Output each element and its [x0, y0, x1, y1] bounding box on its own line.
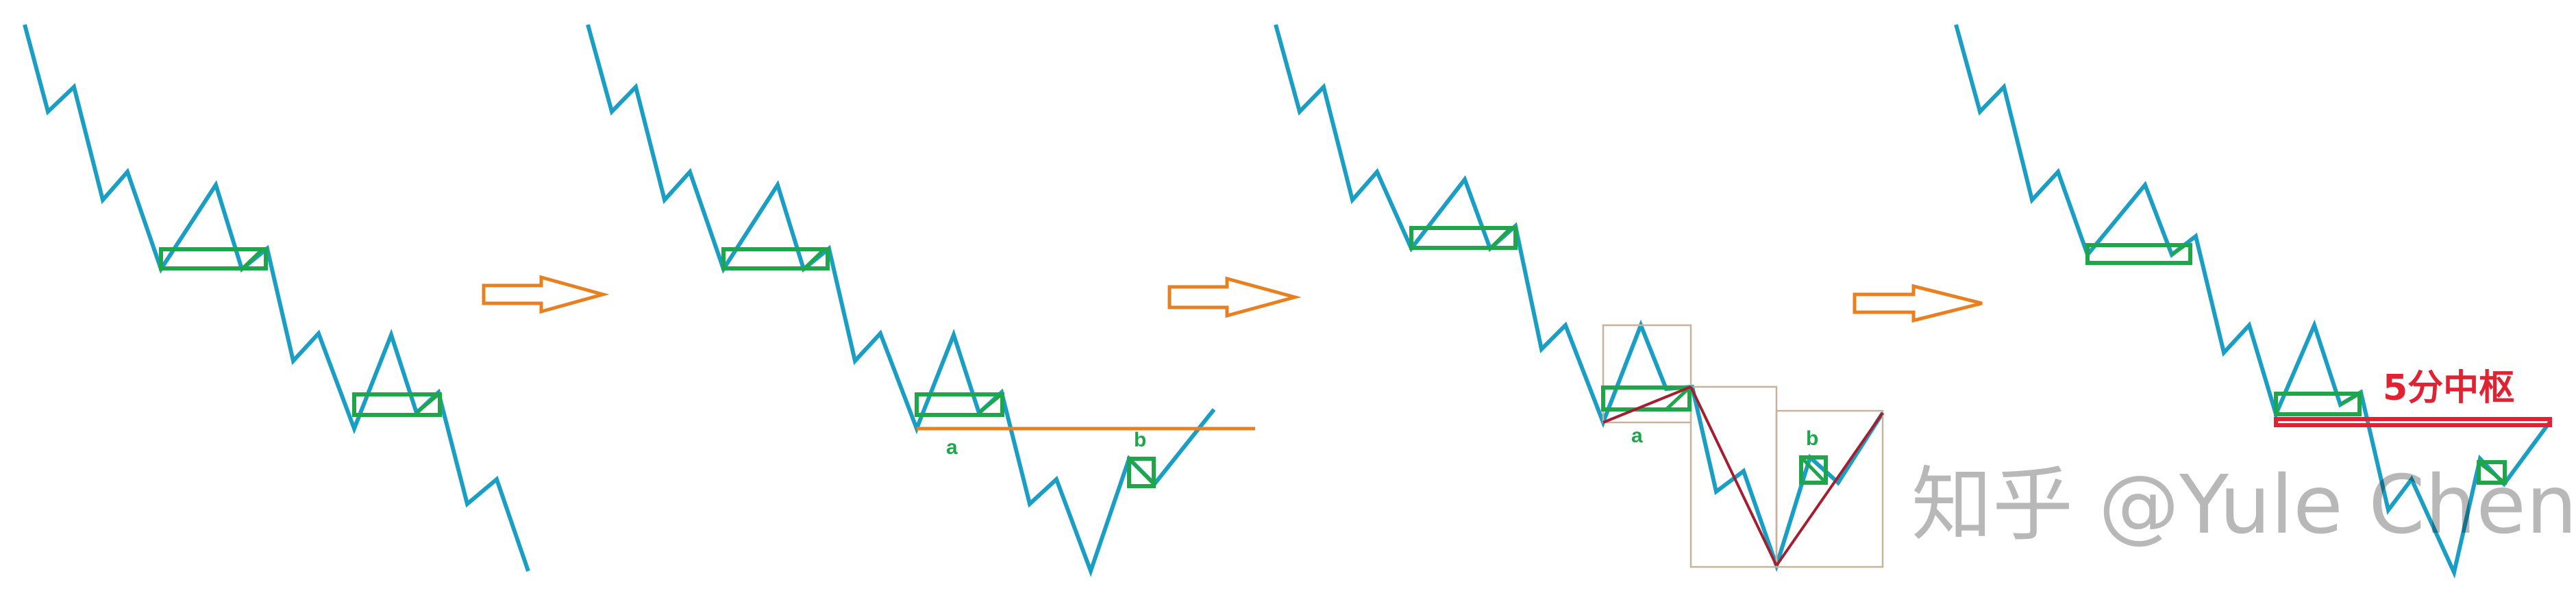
pivot-box-b: [1127, 457, 1156, 488]
pivot-band: [2274, 417, 2552, 427]
segment-line: [1602, 385, 1692, 424]
watermark-site: 知乎: [1911, 457, 2073, 552]
pivot-box: [721, 247, 830, 270]
panel-step-3: a b: [1274, 24, 1885, 572]
pivot-box-b: [2477, 460, 2507, 485]
right-arrow-icon: [1167, 276, 1302, 318]
pivot-box: [352, 392, 442, 417]
segment-box: [1775, 409, 1884, 568]
pivot-box: [2085, 243, 2192, 265]
label-a: a: [1631, 425, 1643, 447]
pivot-box-a: [1601, 385, 1692, 411]
price-wave: [1954, 24, 2552, 579]
panel-step-1: [23, 24, 530, 572]
pivot-box: [2274, 392, 2362, 416]
watermark: 知乎 @Yule Chen: [1911, 457, 2576, 552]
label-b: b: [1134, 429, 1146, 451]
pivot-box: [1409, 226, 1518, 250]
price-wave: [586, 24, 1216, 577]
segment-line: [1775, 411, 1884, 567]
panel-step-2: a b: [586, 24, 1255, 577]
label-b: b: [1806, 427, 1818, 450]
pivot-box: [915, 392, 1004, 417]
segment-box: [1602, 324, 1692, 424]
price-wave: [1274, 24, 1885, 572]
right-arrow-icon: [482, 275, 610, 314]
segment-line: [1689, 386, 1778, 566]
watermark-author: @Yule Chen: [2098, 457, 2576, 552]
pivot-title: 5分中枢: [2383, 368, 2514, 409]
right-arrow-icon: [1853, 283, 1983, 323]
pivot-box: [159, 247, 268, 270]
label-a: a: [946, 436, 958, 459]
price-wave: [23, 24, 530, 572]
pivot-box-b: [1799, 455, 1828, 485]
panel-step-4: 5分中枢: [1954, 24, 2552, 579]
